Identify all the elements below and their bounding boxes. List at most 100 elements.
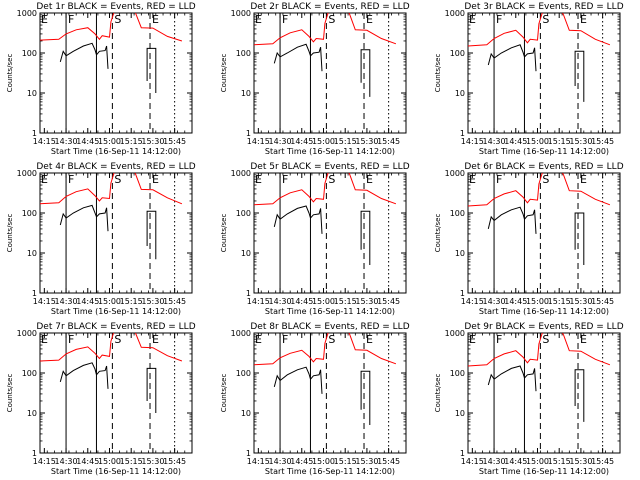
events-series-line (273, 205, 371, 265)
x-axis-label: Start Time (16-Sep-11 14:12:00) (51, 467, 181, 476)
x-tick-label: 15:30 (355, 297, 378, 306)
x-tick-label: 15:15 (120, 137, 143, 146)
y-tick-label: 1 (246, 449, 251, 458)
y-tick-label: 10 (27, 409, 37, 418)
y-tick-label: 10 (455, 249, 465, 258)
detector-panel: Det 8r BLACK = Events, RED = LLD 1 10 100 10… (220, 322, 410, 476)
x-tick-label: 15:00 (526, 137, 549, 146)
y-tick-label: 10 (241, 89, 251, 98)
corner-label: E (41, 333, 48, 346)
x-tick-label: 14:45 (290, 457, 313, 466)
event-marker-label: S (114, 173, 121, 186)
y-axis-label: Counts/sec (6, 374, 14, 413)
x-tick-label: 15:00 (312, 137, 335, 146)
x-axis-label: Start Time (16-Sep-11 14:12:00) (51, 147, 181, 156)
y-tick-label: 100 (450, 209, 465, 218)
detector-panel: Det 4r BLACK = Events, RED = LLD 1 10 100 10… (6, 162, 196, 316)
x-tick-label: 15:15 (334, 457, 357, 466)
x-tick-label: 15:15 (120, 297, 143, 306)
y-tick-label: 1000 (231, 169, 251, 178)
events-series-line (273, 43, 371, 97)
x-tick-label: 15:30 (355, 137, 378, 146)
y-tick-label: 1 (246, 289, 251, 298)
x-tick-label: 15:00 (98, 297, 121, 306)
event-marker-label: F (496, 173, 502, 186)
x-tick-label: 14:15 (461, 457, 484, 466)
plot-frame (253, 12, 407, 134)
lld-series-line (254, 333, 397, 366)
panel-title: Det 2r BLACK = Events, RED = LLD (250, 2, 409, 12)
x-tick-label: 15:45 (377, 297, 400, 306)
plot-frame (39, 172, 193, 294)
panel-title: Det 7r BLACK = Events, RED = LLD (36, 322, 195, 332)
x-tick-label: 14:30 (483, 297, 506, 306)
x-tick-label: 14:45 (504, 297, 527, 306)
event-marker-label: F (496, 333, 502, 346)
lld-series-line (40, 333, 183, 362)
lld-series-line (40, 173, 183, 205)
plot-frame (253, 332, 407, 454)
x-tick-label: 15:30 (141, 137, 164, 146)
x-tick-label: 15:15 (548, 457, 571, 466)
event-marker-label: F (68, 333, 74, 346)
corner-label: E (255, 13, 262, 26)
detector-panel: Det 7r BLACK = Events, RED = LLD 1 10 100 10… (6, 322, 196, 476)
y-tick-label: 1000 (445, 169, 465, 178)
x-tick-label: 14:30 (55, 457, 78, 466)
events-series-line (59, 362, 157, 413)
corner-label: E (41, 173, 48, 186)
x-tick-label: 15:15 (120, 457, 143, 466)
y-tick-label: 100 (236, 369, 251, 378)
event-marker-label: S (328, 333, 335, 346)
y-tick-label: 1 (460, 129, 465, 138)
detector-panel: Det 6r BLACK = Events, RED = LLD 1 10 100 10… (434, 162, 624, 316)
panel-title: Det 1r BLACK = Events, RED = LLD (36, 2, 195, 12)
y-tick-label: 1000 (231, 329, 251, 338)
event-marker-label: S (114, 13, 121, 26)
y-tick-label: 100 (22, 369, 37, 378)
y-tick-label: 10 (455, 409, 465, 418)
x-tick-label: 14:30 (269, 297, 292, 306)
x-tick-label: 14:30 (269, 137, 292, 146)
x-tick-label: 14:45 (76, 457, 99, 466)
x-tick-label: 15:00 (98, 457, 121, 466)
y-tick-label: 10 (241, 409, 251, 418)
y-axis-label: Counts/sec (220, 214, 228, 253)
y-tick-label: 100 (22, 209, 37, 218)
events-series-line (273, 366, 371, 425)
event-marker-label: S (328, 173, 335, 186)
corner-label: E (469, 333, 476, 346)
event-marker-label: S (542, 173, 549, 186)
x-tick-label: 14:30 (55, 137, 78, 146)
x-axis-label: Start Time (16-Sep-11 14:12:00) (265, 307, 395, 316)
x-axis-label: Start Time (16-Sep-11 14:12:00) (479, 307, 609, 316)
y-axis-label: Counts/sec (220, 54, 228, 93)
x-tick-label: 15:30 (355, 457, 378, 466)
plot-frame (467, 12, 621, 134)
x-tick-label: 15:30 (141, 297, 164, 306)
x-tick-label: 14:45 (290, 297, 313, 306)
x-tick-label: 14:15 (247, 457, 270, 466)
plot-frame (39, 12, 193, 134)
x-tick-label: 14:45 (504, 137, 527, 146)
event-marker-label: E (152, 13, 159, 26)
x-tick-label: 14:15 (247, 297, 270, 306)
event-marker-label: S (542, 333, 549, 346)
plot-frame (467, 172, 621, 294)
x-tick-label: 15:30 (569, 457, 592, 466)
lld-series-line (468, 13, 611, 47)
y-tick-label: 100 (450, 49, 465, 58)
x-tick-label: 14:30 (55, 297, 78, 306)
event-marker-label: F (282, 13, 288, 26)
y-tick-label: 1 (246, 129, 251, 138)
y-tick-label: 1000 (231, 9, 251, 18)
lld-series-line (254, 13, 397, 46)
x-tick-label: 14:15 (33, 137, 56, 146)
event-marker-label: F (496, 13, 502, 26)
y-axis-label: Counts/sec (6, 54, 14, 93)
events-series-line (59, 204, 157, 260)
x-axis-label: Start Time (16-Sep-11 14:12:00) (265, 467, 395, 476)
x-tick-label: 15:30 (141, 457, 164, 466)
x-tick-label: 14:30 (269, 457, 292, 466)
lld-series-line (254, 173, 397, 206)
